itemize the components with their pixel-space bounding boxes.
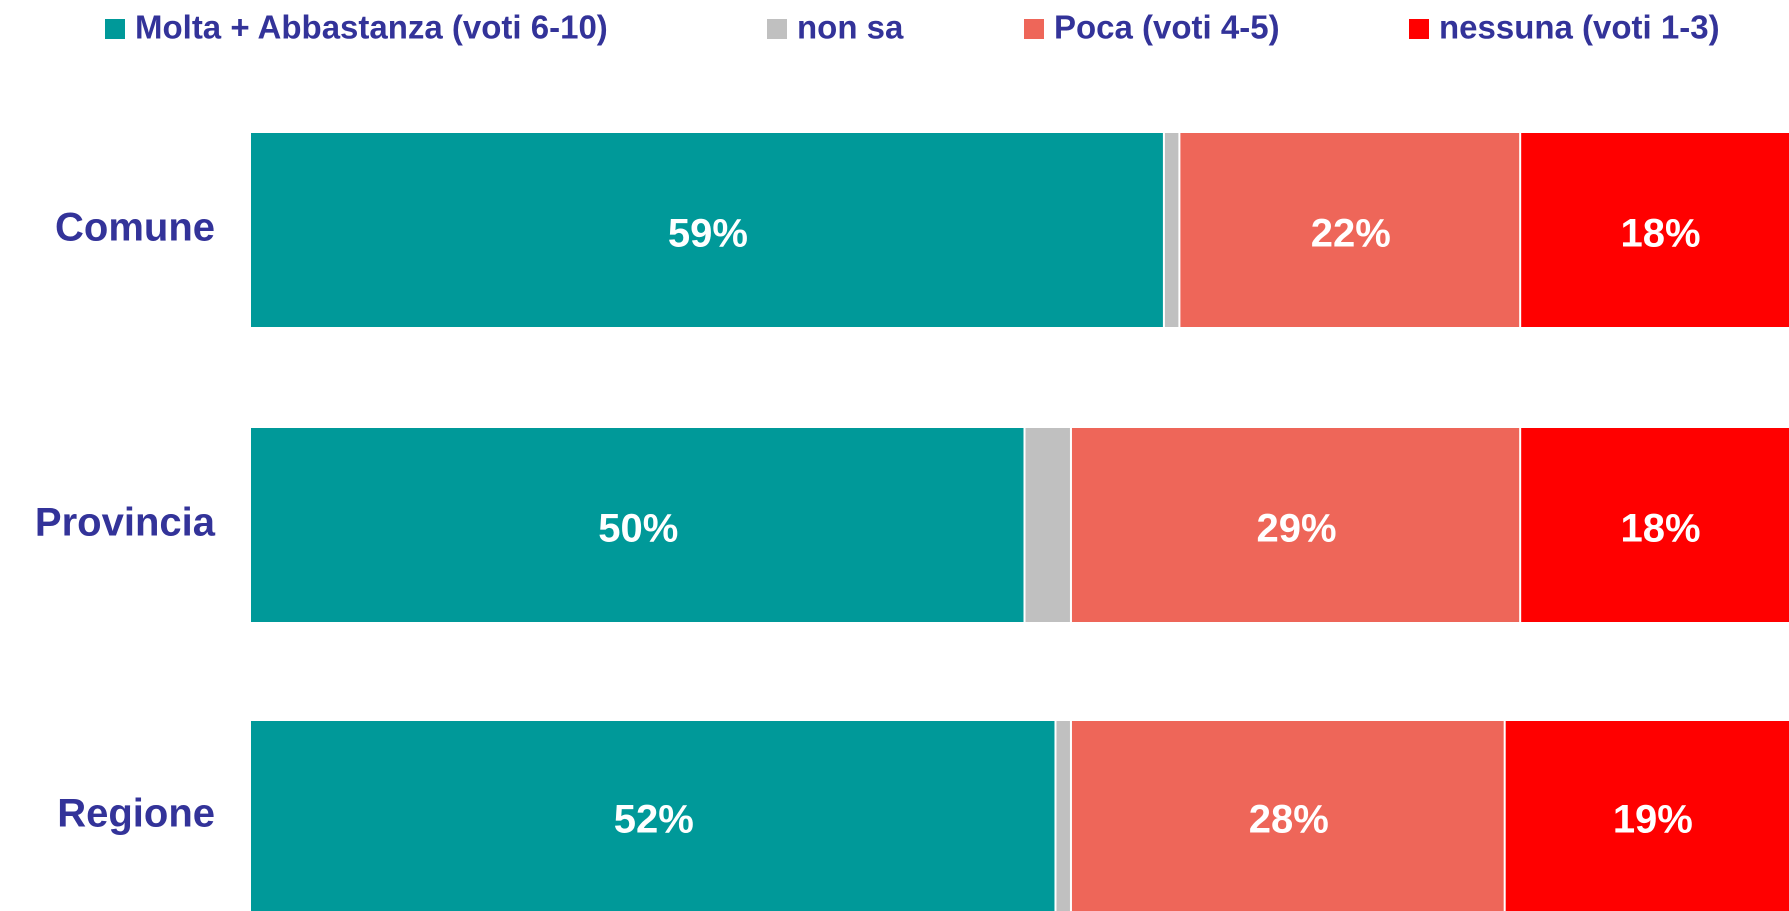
- data-label: 59%: [668, 212, 748, 256]
- data-label: 52%: [614, 798, 694, 842]
- category-label: Provincia: [35, 501, 216, 545]
- legend-label: non sa: [797, 9, 904, 46]
- category-label: Comune: [55, 206, 215, 250]
- legend-label: Molta + Abbastanza (voti 6-10): [135, 9, 608, 46]
- bar-segment: [1180, 133, 1520, 327]
- bar-segment: [1071, 428, 1520, 622]
- category-label: Regione: [57, 792, 215, 836]
- bar-segment: [251, 133, 1163, 327]
- legend-swatch: [1409, 19, 1429, 39]
- legend-label: Poca (voti 4-5): [1054, 9, 1280, 46]
- data-label: 19%: [1613, 798, 1693, 842]
- bar-segment: [1164, 133, 1179, 327]
- bar-segment: [1025, 428, 1070, 622]
- data-label: 18%: [1621, 507, 1701, 551]
- data-label: 18%: [1621, 212, 1701, 256]
- legend-label: nessuna (voti 1-3): [1439, 9, 1720, 46]
- data-label: 50%: [598, 507, 678, 551]
- bar-segment: [251, 428, 1024, 622]
- legend-swatch: [767, 19, 787, 39]
- data-label: 22%: [1311, 212, 1391, 256]
- bar-segment: [251, 721, 1055, 911]
- bar-segment: [1521, 133, 1789, 327]
- bar-segment: [1521, 428, 1789, 622]
- bar-segment: [1505, 721, 1789, 911]
- bar-segment: [1056, 721, 1070, 911]
- data-label: 29%: [1257, 507, 1337, 551]
- data-label: 28%: [1249, 798, 1329, 842]
- legend-swatch: [1024, 19, 1044, 39]
- bar-segment: [1071, 721, 1504, 911]
- legend-swatch: [105, 19, 125, 39]
